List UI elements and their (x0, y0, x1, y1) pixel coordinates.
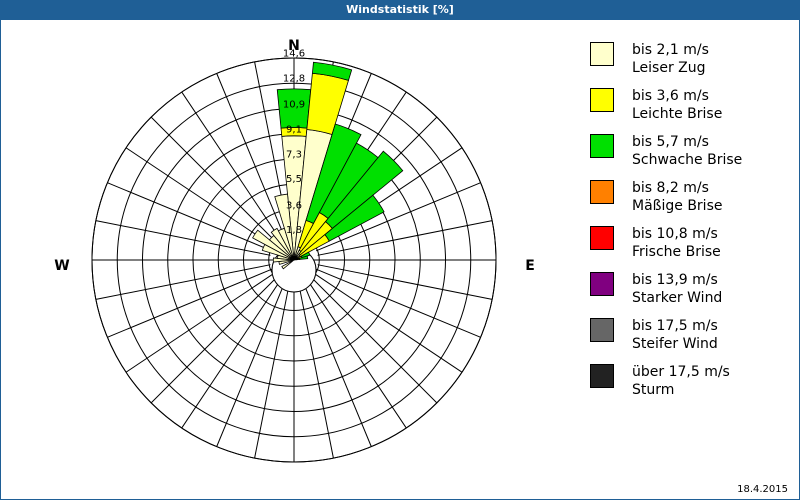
date-label: 18.4.2015 (737, 484, 788, 495)
ring-label: 9,1 (286, 124, 302, 135)
wind-sector (274, 193, 295, 261)
compass-label: E (525, 258, 535, 274)
legend-swatch (590, 180, 614, 204)
ring-label: 14,6 (283, 49, 305, 60)
legend-label: über 17,5 m/s Sturm (632, 364, 730, 398)
wind-sector (311, 61, 353, 81)
wind-sector (298, 255, 309, 260)
ring-label: 7,3 (286, 149, 302, 160)
wind-sector (272, 257, 295, 263)
legend-swatch (590, 88, 614, 112)
ring-label: 1,8 (286, 225, 302, 236)
legend-swatch (590, 134, 614, 158)
legend-label: bis 2,1 m/s Leiser Zug (632, 42, 709, 76)
chart-title: Windstatistik [%] (0, 0, 800, 20)
wind-sector (300, 251, 311, 259)
legend-label: bis 17,5 m/s Steifer Wind (632, 318, 718, 352)
ring-label: 10,9 (283, 100, 305, 111)
legend-label: bis 13,9 m/s Starker Wind (632, 272, 723, 306)
compass-label: N (288, 38, 300, 54)
wind-rose-chart: 1,83,65,57,39,110,912,814,6NSWE (54, 38, 535, 463)
compass-label: W (54, 258, 69, 274)
legend-label: bis 8,2 m/s Mäßige Brise (632, 180, 723, 214)
legend-swatch (590, 318, 614, 342)
ring-label: 5,5 (286, 174, 302, 185)
wind-sector (324, 150, 404, 230)
ring-label: 3,6 (286, 200, 302, 211)
wind-sector (270, 227, 295, 261)
wind-sector (281, 259, 295, 270)
legend-label: bis 3,6 m/s Leichte Brise (632, 88, 723, 122)
legend-swatch (590, 272, 614, 296)
legend-swatch (590, 226, 614, 250)
wind-sector (252, 229, 295, 261)
wind-sector (324, 194, 385, 242)
legend-swatch (590, 42, 614, 66)
ring-label: 12,8 (283, 73, 305, 84)
legend-label: bis 10,8 m/s Frische Brise (632, 226, 721, 260)
legend-swatch (590, 364, 614, 388)
wind-sector (305, 123, 362, 225)
legend-label: bis 5,7 m/s Schwache Brise (632, 134, 743, 168)
